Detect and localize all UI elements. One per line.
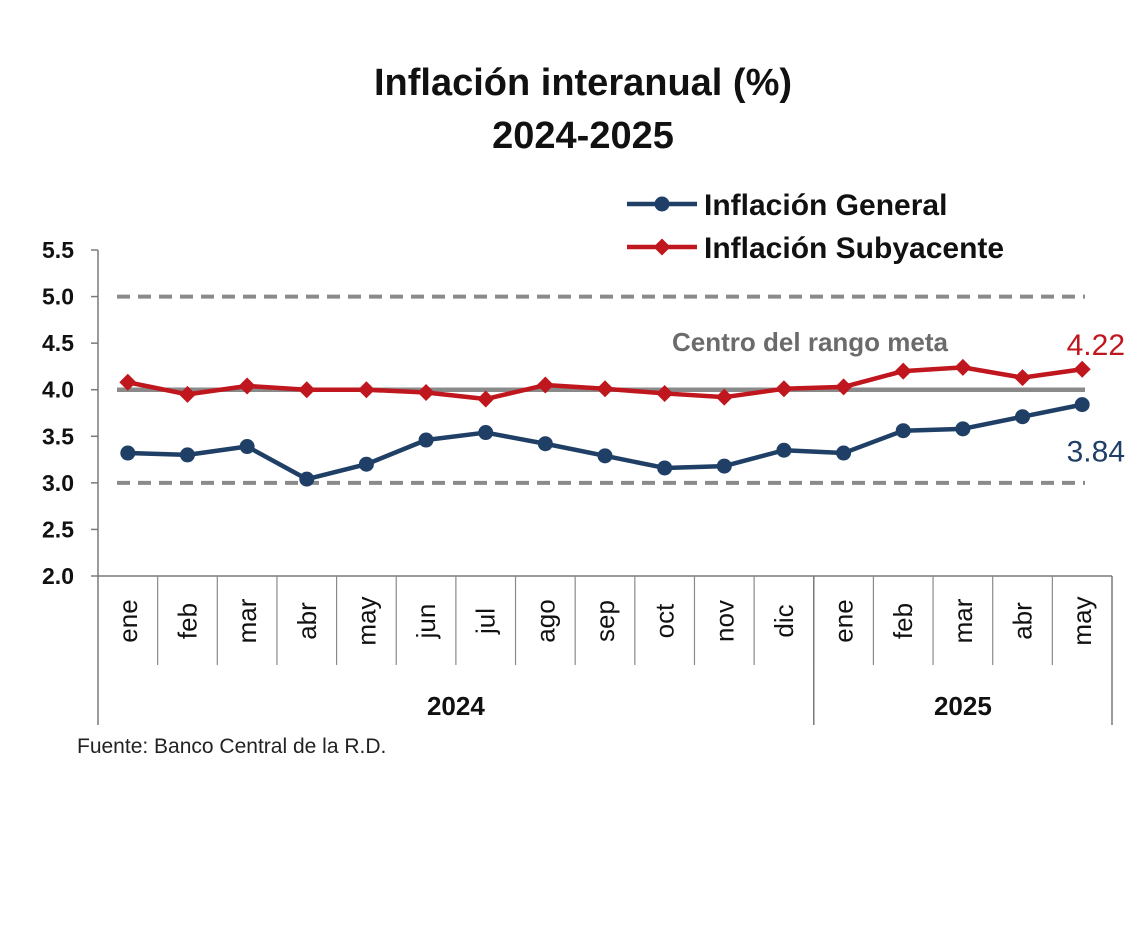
- data-point: [1074, 397, 1090, 413]
- data-point: [536, 376, 554, 394]
- x-tick-label: abr: [292, 602, 322, 640]
- y-tick-label: 3.5: [42, 423, 74, 449]
- data-point: [179, 447, 195, 463]
- x-tick-label: ene: [113, 599, 143, 642]
- data-point: [120, 445, 136, 461]
- legend: Inflación General Inflación Subyacente: [627, 189, 1004, 265]
- data-point: [119, 373, 137, 391]
- data-point: [895, 423, 911, 439]
- legend-marker: [654, 196, 670, 212]
- y-tick-label: 4.5: [42, 330, 74, 356]
- series-line-0: [127, 402, 1083, 482]
- x-tick-label: mar: [232, 598, 262, 643]
- data-point: [418, 432, 434, 448]
- end-value-label: 4.22: [1067, 329, 1125, 362]
- x-tick-label: may: [351, 596, 381, 645]
- chart-title: Inflación interanual (%): [374, 62, 792, 104]
- data-point: [955, 421, 971, 437]
- x-tick-label: feb: [888, 603, 918, 639]
- data-point: [478, 425, 494, 441]
- x-tick-label: may: [1067, 596, 1097, 645]
- x-tick-label: dic: [769, 604, 799, 637]
- end-value-label: 3.84: [1067, 436, 1125, 469]
- target-center-label: Centro del rango meta: [672, 327, 948, 357]
- data-point: [1014, 369, 1032, 387]
- data-point: [715, 388, 733, 406]
- data-point: [836, 445, 852, 461]
- data-point: [954, 358, 972, 376]
- x-tick-label: oct: [650, 603, 680, 638]
- year-label-2024: 2024: [427, 691, 485, 721]
- y-tick-label: 5.5: [42, 237, 74, 263]
- x-tick-label: feb: [172, 603, 202, 639]
- y-tick-label: 3.0: [42, 470, 74, 496]
- y-tick-label: 5.0: [42, 284, 74, 310]
- data-point: [775, 380, 793, 398]
- x-tick-label: jun: [411, 604, 441, 640]
- x-tick-label: jul: [471, 608, 501, 635]
- x-tick-label: mar: [948, 598, 978, 643]
- data-point: [716, 458, 732, 474]
- y-tick-label: 2.0: [42, 563, 74, 589]
- y-tick-label: 2.5: [42, 516, 74, 542]
- data-point: [178, 385, 196, 403]
- data-point: [239, 439, 255, 455]
- x-tick-label: ene: [829, 599, 859, 642]
- source-note: Fuente: Banco Central de la R.D.: [77, 735, 386, 758]
- data-point: [656, 384, 674, 402]
- data-point: [537, 436, 553, 452]
- data-point: [298, 381, 316, 399]
- data-point: [1015, 409, 1031, 425]
- data-point: [417, 384, 435, 402]
- x-tick-label: nov: [709, 600, 739, 642]
- legend-label: Inflación General: [704, 189, 947, 222]
- data-point: [1073, 360, 1091, 378]
- data-point: [358, 456, 374, 472]
- data-point: [894, 362, 912, 380]
- data-point: [477, 390, 495, 408]
- data-point: [776, 442, 792, 458]
- data-point: [357, 381, 375, 399]
- data-point: [835, 378, 853, 396]
- y-tick-label: 4.0: [42, 377, 74, 403]
- data-point: [299, 471, 315, 487]
- chart-subtitle: 2024-2025: [492, 115, 674, 157]
- legend-label: Inflación Subyacente: [704, 232, 1004, 265]
- x-tick-label: ago: [530, 599, 560, 642]
- legend-marker: [653, 238, 671, 256]
- x-tick-label: sep: [590, 600, 620, 642]
- data-point: [596, 380, 614, 398]
- x-tick-label: abr: [1008, 602, 1038, 640]
- year-label-2025: 2025: [934, 691, 992, 721]
- data-point: [238, 377, 256, 395]
- data-point: [597, 448, 613, 464]
- series-layer: 3.84 4.22: [119, 329, 1125, 487]
- data-point: [657, 460, 673, 476]
